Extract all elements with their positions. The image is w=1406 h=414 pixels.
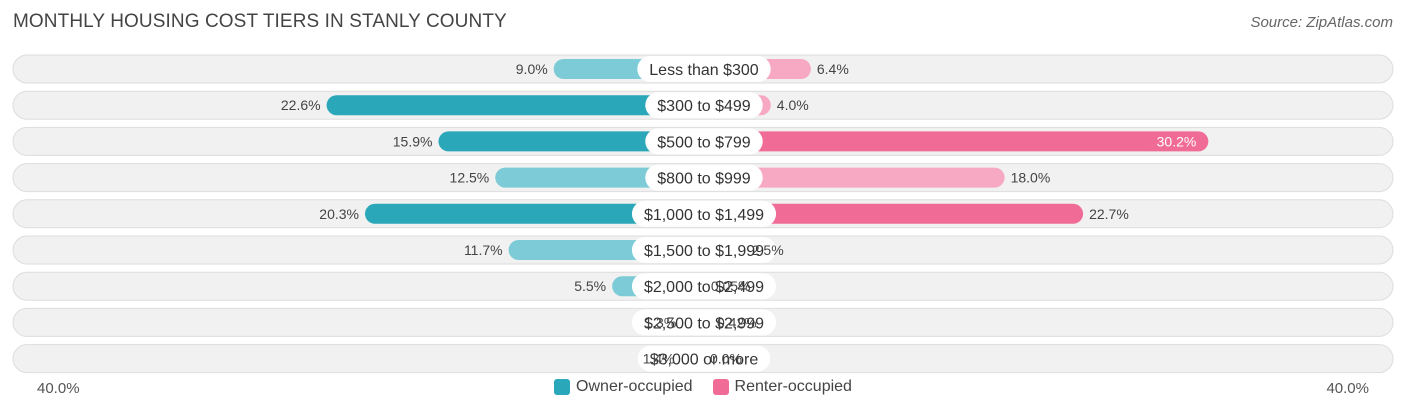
renter-value-label: 22.7%	[1089, 206, 1129, 222]
category-label: $2,000 to $2,499	[644, 279, 764, 296]
category-label-box	[645, 92, 763, 119]
bar-row: $500 to $799 15.9% 30.2%	[12, 126, 1394, 156]
owner-bar[interactable]	[326, 95, 704, 116]
owner-value-label: 1.4%	[643, 351, 675, 367]
renter-value-label: 0.05%	[711, 278, 751, 294]
category-label-box	[631, 237, 777, 263]
legend-label-owner: Owner-occupied	[576, 378, 693, 395]
category-label: $300 to $499	[657, 98, 751, 115]
owner-value-label: 5.5%	[574, 278, 606, 294]
renter-value-label: 4.0%	[777, 97, 809, 113]
bar-row: $300 to $499 22.6% 4.0%	[12, 90, 1394, 120]
category-label-box	[645, 128, 763, 155]
owner-value-label: 1.3%	[644, 314, 676, 330]
owner-value-label: 12.5%	[450, 170, 490, 186]
category-label: $500 to $799	[657, 134, 751, 151]
renter-value-label: 30.2%	[1157, 133, 1197, 149]
renter-bar[interactable]	[704, 131, 1209, 152]
owner-value-label: 11.7%	[464, 242, 503, 258]
owner-bar[interactable]	[364, 203, 704, 224]
legend-item-owner[interactable]: Owner-occupied	[554, 378, 693, 396]
owner-value-label: 9.0%	[516, 61, 548, 77]
renter-value-label: 18.0%	[1011, 170, 1051, 186]
owner-value-label: 15.9%	[393, 133, 433, 149]
owner-value-label: 20.3%	[319, 206, 359, 222]
category-label-box	[631, 309, 777, 336]
owner-bar[interactable]	[438, 131, 704, 152]
renter-bar[interactable]	[704, 203, 1084, 224]
category-label-box	[631, 200, 777, 227]
category-label: Less than $300	[649, 62, 759, 79]
category-label: $800 to $999	[657, 171, 751, 188]
category-label: $3,000 or more	[650, 352, 759, 369]
category-label: $1,500 to $1,999	[644, 243, 764, 260]
renter-value-label: 0.0%	[710, 351, 742, 367]
legend-label-renter: Renter-occupied	[734, 378, 852, 395]
axis-right-label: 40.0%	[1326, 380, 1369, 397]
bar-row: $2,000 to $2,499 5.5% 0.05%	[12, 271, 1394, 301]
category-label-box	[645, 164, 763, 191]
category-label: $1,000 to $1,499	[644, 207, 764, 224]
chart-title: MONTHLY HOUSING COST TIERS IN STANLY COU…	[13, 11, 507, 32]
owner-value-label: 22.6%	[281, 97, 321, 113]
category-label-box	[637, 56, 771, 82]
bar-row: $800 to $999 12.5% 18.0%	[12, 163, 1394, 193]
legend: Owner-occupied Renter-occupied	[0, 378, 1406, 396]
legend-swatch-renter	[712, 379, 729, 395]
renter-value-label: 6.4%	[817, 61, 849, 77]
renter-bar[interactable]	[704, 167, 1005, 188]
category-label-box	[631, 273, 777, 300]
legend-item-renter[interactable]: Renter-occupied	[712, 378, 852, 396]
bar-row: $1,500 to $1,999 11.7% 2.5%	[12, 235, 1394, 265]
axis-left-label: 40.0%	[37, 380, 80, 397]
category-label-box	[637, 345, 771, 372]
renter-value-label: 0.42%	[717, 314, 757, 330]
bar-row: Less than $300 9.0% 6.4%	[12, 54, 1394, 84]
renter-value-label: 2.5%	[752, 242, 784, 258]
bar-row: $1,000 to $1,499 20.3% 22.7%	[12, 199, 1394, 229]
category-label: $2,500 to $2,999	[644, 315, 764, 332]
chart-source: Source: ZipAtlas.com	[1250, 14, 1393, 31]
legend-swatch-owner	[554, 379, 571, 395]
